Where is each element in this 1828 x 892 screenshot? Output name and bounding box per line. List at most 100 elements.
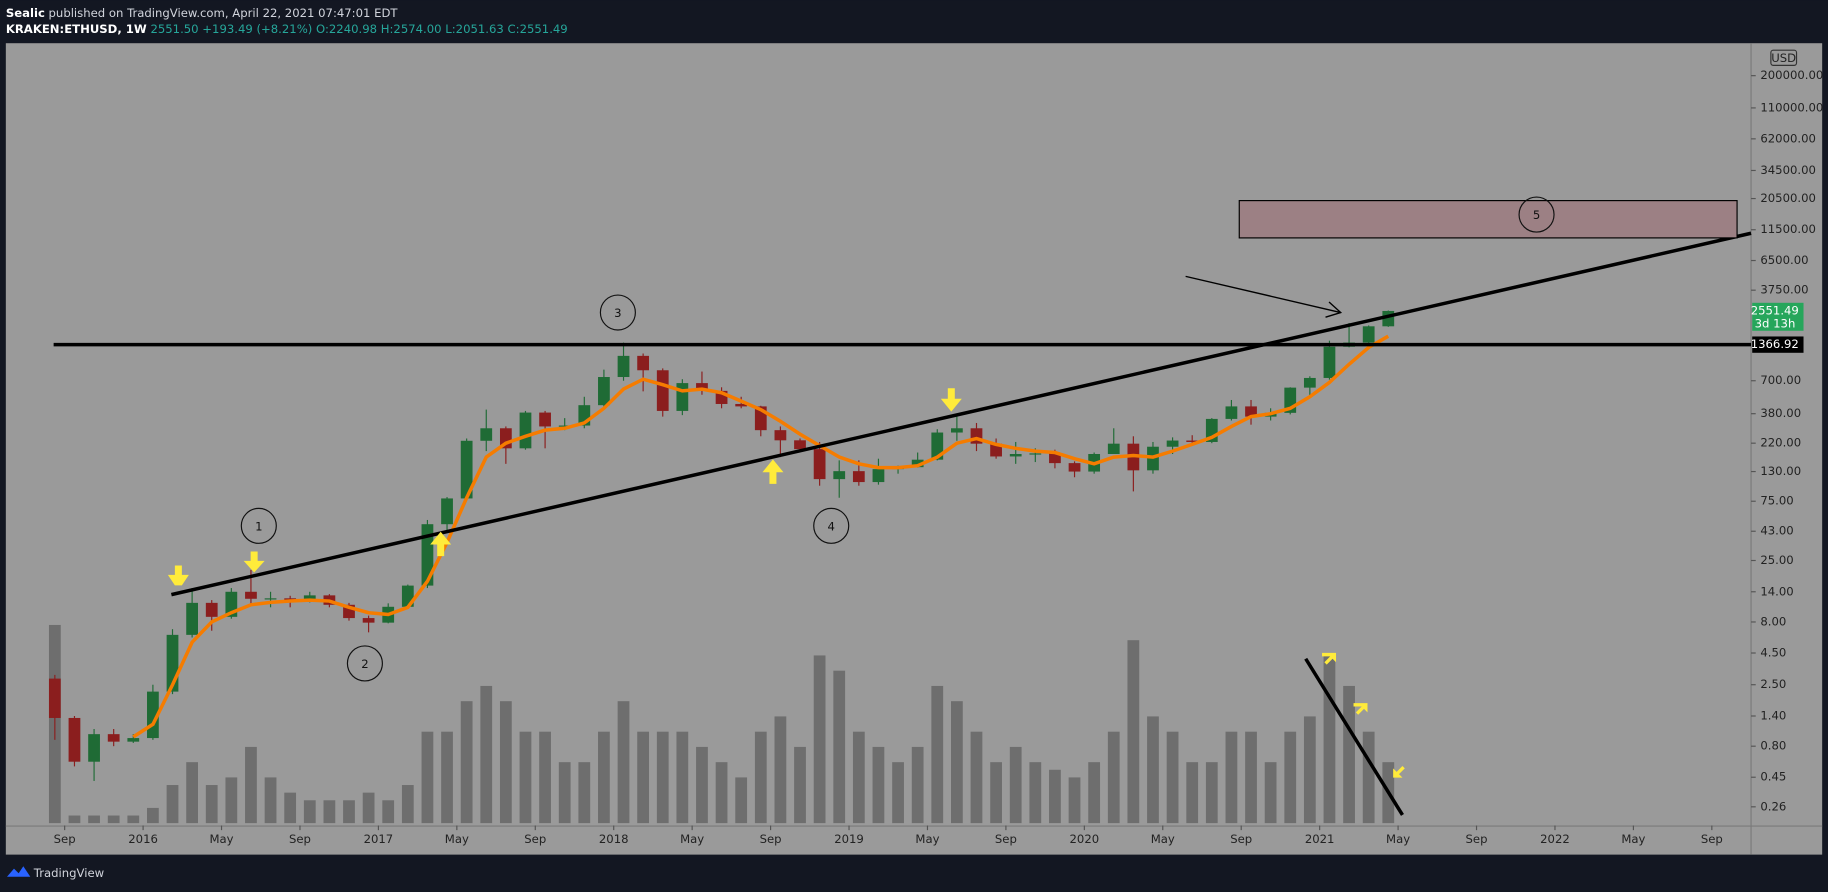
volume-bar bbox=[1049, 769, 1061, 824]
wave-circles bbox=[240, 196, 1555, 682]
candle-body bbox=[127, 738, 140, 742]
candle-body bbox=[1323, 346, 1336, 378]
price-tag-label: 2551.49 bbox=[1751, 303, 1799, 317]
volume-bar bbox=[303, 800, 316, 824]
price-tag bbox=[1752, 302, 1804, 331]
axis-layer: Sep 2016 May Sep 2017 May Sep 2018 May Sep 2019 May… bbox=[54, 68, 1824, 846]
candle-body bbox=[1205, 418, 1218, 442]
candle-body bbox=[598, 377, 610, 406]
volume-bar bbox=[558, 762, 571, 824]
y-tick-label: 0.45 bbox=[1760, 770, 1786, 784]
candle-body bbox=[754, 406, 767, 431]
x-tick-label: 2021 bbox=[1305, 832, 1335, 846]
price: 2551.50 bbox=[150, 22, 198, 36]
candle-body bbox=[1245, 406, 1257, 417]
y-tick-label: 20500.00 bbox=[1760, 191, 1816, 205]
drawings: 1 2 3 4 5 bbox=[53, 196, 1752, 816]
candle-body bbox=[1068, 463, 1081, 472]
wave-circle bbox=[346, 645, 383, 682]
small-arrow bbox=[1353, 703, 1368, 715]
arrow-line bbox=[1185, 275, 1341, 314]
y-tick-label: 62000.00 bbox=[1760, 131, 1816, 145]
x-tick-label: May bbox=[445, 832, 469, 846]
ohlc-high: H:2574.00 bbox=[381, 22, 442, 36]
candle-body bbox=[1029, 453, 1042, 455]
volume-bar bbox=[480, 685, 493, 824]
candle-body bbox=[1284, 387, 1297, 413]
arrow-up bbox=[762, 459, 784, 484]
volume-bar bbox=[1225, 731, 1238, 824]
candle-body bbox=[48, 678, 61, 718]
volume-bar bbox=[519, 731, 532, 824]
candle-body bbox=[676, 383, 689, 411]
volume-bar bbox=[1362, 731, 1375, 824]
candle-body bbox=[68, 717, 81, 762]
candle-body bbox=[1049, 453, 1061, 464]
ohlc-low: L:2051.63 bbox=[445, 22, 504, 36]
volume-bar bbox=[735, 777, 748, 824]
y-tick-label: 2.50 bbox=[1760, 677, 1786, 691]
candle-body bbox=[872, 469, 885, 483]
volume-bar bbox=[1323, 655, 1336, 824]
x-tick-label: 2018 bbox=[599, 832, 629, 846]
volume-bar bbox=[166, 785, 179, 824]
candle-body bbox=[696, 383, 708, 391]
ohlc-close: C:2551.49 bbox=[508, 22, 568, 36]
ohlc-open: O:2240.98 bbox=[316, 22, 377, 36]
candle-body bbox=[794, 440, 806, 450]
wave-label: 3 bbox=[614, 306, 621, 320]
y-tick-label: 0.80 bbox=[1760, 739, 1786, 753]
volume-bar bbox=[970, 731, 983, 824]
candle-body bbox=[88, 734, 100, 762]
y-tick-label: 130.00 bbox=[1760, 464, 1801, 478]
candle-body bbox=[401, 585, 414, 607]
arrow-up bbox=[430, 531, 452, 557]
x-tick-label: May bbox=[680, 832, 704, 846]
volume-bar bbox=[931, 685, 944, 824]
trendline bbox=[170, 231, 1752, 597]
currency: USD bbox=[1771, 51, 1796, 65]
candle-body bbox=[362, 618, 375, 623]
x-tick-label: May bbox=[1151, 832, 1175, 846]
candle-body bbox=[715, 390, 728, 404]
volume-bar bbox=[872, 746, 885, 824]
volume-bar bbox=[637, 731, 650, 824]
volume-bar bbox=[598, 731, 610, 824]
x-tick-label: May bbox=[915, 832, 939, 846]
candle-body bbox=[480, 428, 493, 441]
y-tick-label: 14.00 bbox=[1760, 584, 1793, 598]
moving-average bbox=[132, 334, 1390, 739]
volume-bar bbox=[1088, 762, 1101, 824]
candle-body bbox=[931, 432, 944, 460]
x-tick-label: Sep bbox=[1466, 832, 1488, 846]
y-tick-label: 4.50 bbox=[1760, 646, 1786, 660]
chart-pane bbox=[5, 43, 1823, 855]
candle-body bbox=[1166, 440, 1179, 447]
level-tag-label: 1366.92 bbox=[1751, 337, 1799, 351]
volume-bar bbox=[1284, 731, 1297, 824]
volume-bar bbox=[676, 731, 689, 824]
x-tick-label: Sep bbox=[524, 832, 546, 846]
wave-circle bbox=[1518, 196, 1555, 233]
arrow-head bbox=[1325, 301, 1343, 318]
candle-body bbox=[911, 459, 924, 468]
candle-body bbox=[421, 524, 434, 586]
candle-body bbox=[225, 591, 238, 617]
x-tick-label: May bbox=[1621, 832, 1645, 846]
volume-bar bbox=[578, 762, 591, 824]
volume-bar bbox=[1147, 716, 1159, 824]
volume-bar bbox=[1107, 731, 1120, 824]
candle-body bbox=[1382, 310, 1395, 327]
x-tick-label: May bbox=[1386, 832, 1410, 846]
volume-bar bbox=[441, 731, 453, 824]
candle-body bbox=[990, 443, 1002, 457]
x-tick-label: Sep bbox=[54, 832, 76, 846]
volume-bar bbox=[264, 777, 277, 824]
candle-body bbox=[166, 634, 179, 692]
volume-bar bbox=[833, 670, 846, 824]
volume-bar bbox=[1343, 685, 1355, 824]
candle-body bbox=[1303, 377, 1316, 388]
volume-bar bbox=[284, 792, 297, 824]
wave-circle bbox=[599, 294, 636, 331]
volume-bar bbox=[950, 701, 963, 824]
